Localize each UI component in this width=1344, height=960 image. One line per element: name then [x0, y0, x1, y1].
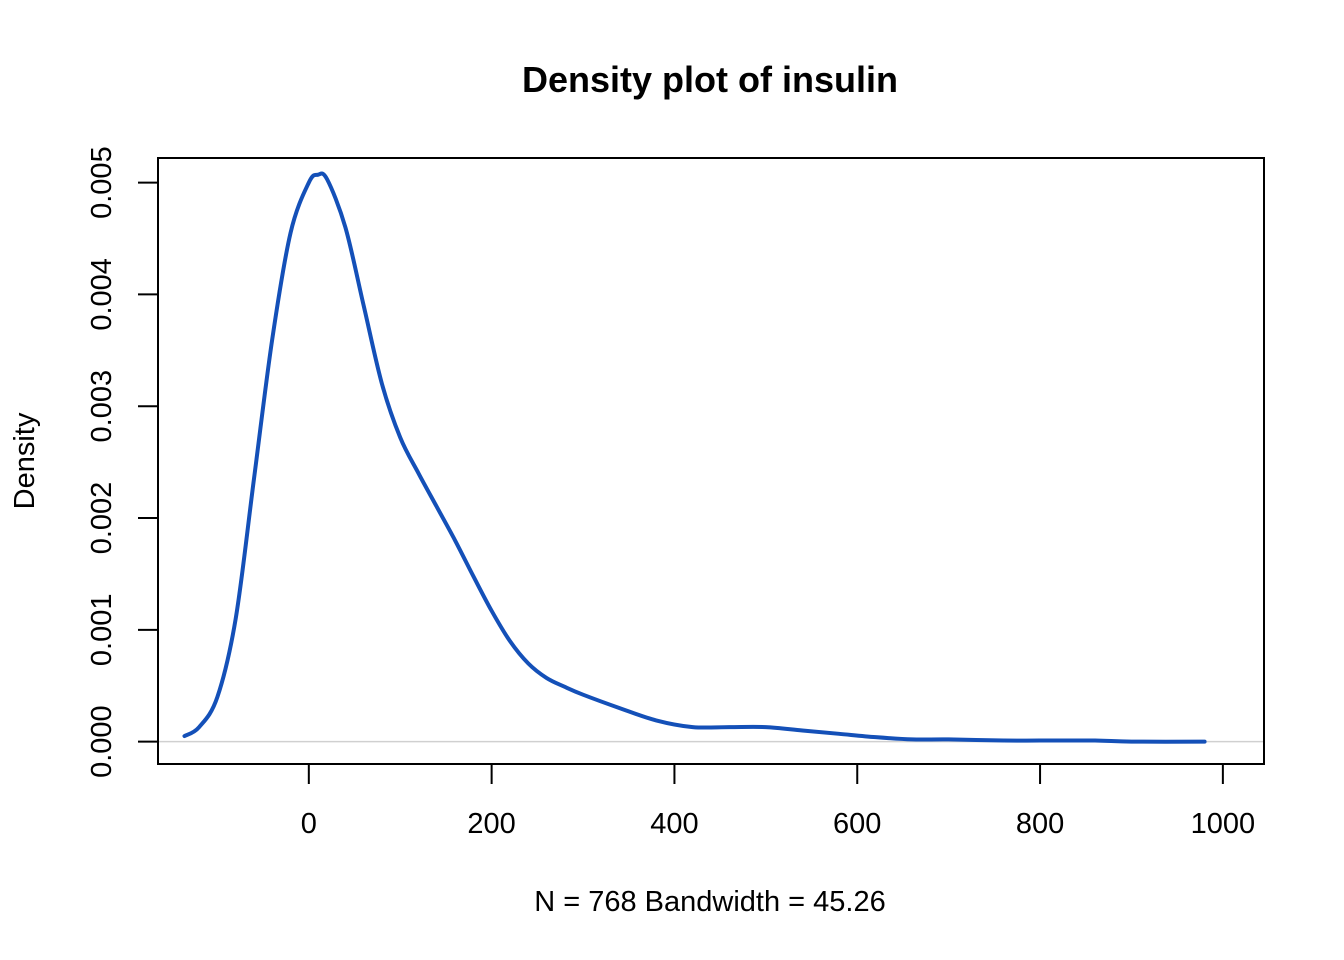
x-axis: 0 200 400 600 800 1000 — [301, 763, 1256, 840]
y-axis: 0.000 0.001 0.002 0.003 0.004 0.005 — [86, 146, 159, 778]
x-tick-label: 400 — [650, 808, 698, 840]
x-axis-label: N = 768 Bandwidth = 45.26 — [534, 886, 885, 918]
density-series — [182, 171, 1207, 744]
chart-title: Density plot of insulin — [522, 59, 898, 100]
y-tick-label: 0.002 — [86, 482, 118, 555]
y-tick-label: 0.004 — [86, 258, 118, 331]
plot-frame — [157, 157, 1265, 765]
y-tick-label: 0.000 — [86, 705, 118, 778]
y-tick-label: 0.005 — [86, 146, 118, 219]
y-tick-label: 0.003 — [86, 370, 118, 443]
y-axis-label: Density — [9, 412, 41, 509]
x-tick-label: 200 — [467, 808, 515, 840]
y-tick-label: 0.001 — [86, 594, 118, 667]
x-tick-label: 600 — [833, 808, 881, 840]
x-tick-label: 800 — [1016, 808, 1064, 840]
density-line-0 — [182, 171, 1207, 744]
x-tick-label: 0 — [301, 808, 317, 840]
x-tick-label: 1000 — [1191, 808, 1256, 840]
